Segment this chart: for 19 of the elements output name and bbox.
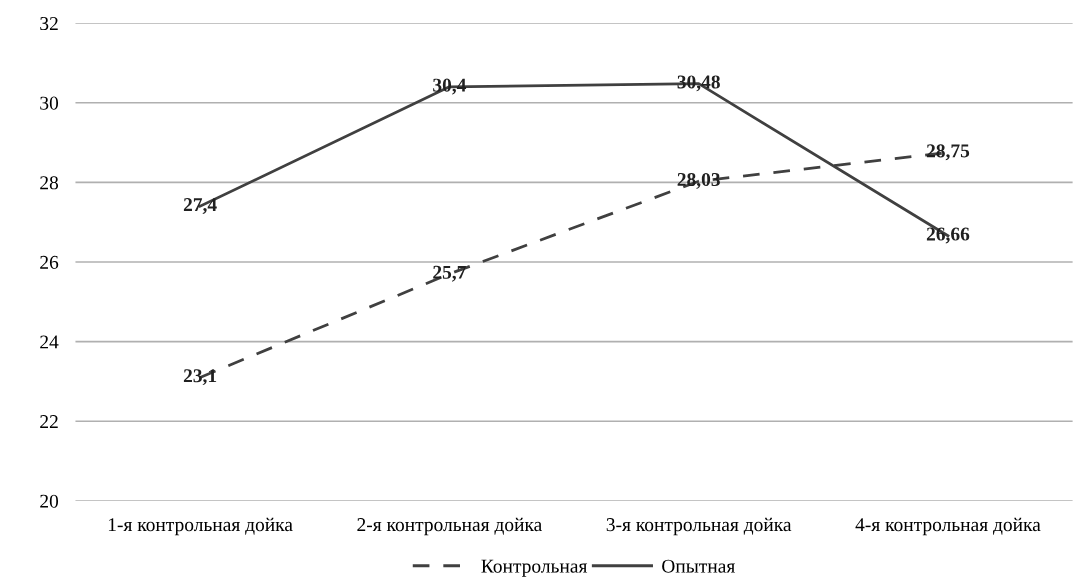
data-label: 26,66	[926, 227, 970, 244]
data-label: 28,75	[926, 144, 970, 161]
y-tick-label: 20	[40, 494, 59, 508]
y-tick-label: 28	[40, 176, 59, 190]
data-label: 28,03	[677, 172, 720, 189]
y-tick-label: 30	[40, 96, 59, 110]
data-label: 23,1	[183, 369, 217, 386]
x-tick-label: 3-я контрольная дойка	[606, 517, 792, 536]
legend-label: Контрольная	[481, 559, 588, 577]
x-tick-label: 1-я контрольная дойка	[108, 517, 293, 536]
y-tick-label: 22	[40, 415, 58, 428]
x-tick-label: 4-я контрольная дойка	[855, 517, 1041, 536]
data-label: 25,7	[433, 265, 466, 282]
x-tick-label: 2-я контрольная дойка	[357, 517, 542, 536]
legend-label: Опытная	[662, 559, 735, 573]
y-tick-label: 26	[40, 255, 59, 269]
data-label: 27,4	[183, 198, 217, 214]
y-tick-label: 32	[40, 17, 58, 31]
y-tick-label: 24	[40, 335, 59, 349]
